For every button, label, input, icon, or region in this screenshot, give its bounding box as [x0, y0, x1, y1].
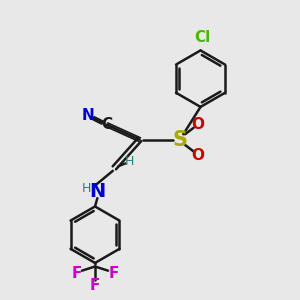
Text: F: F — [90, 278, 100, 293]
Text: H: H — [82, 182, 92, 194]
Text: H: H — [125, 155, 134, 168]
Text: O: O — [192, 148, 205, 163]
Text: C: C — [101, 117, 112, 132]
Text: F: F — [71, 266, 82, 280]
Text: N: N — [82, 108, 94, 123]
Text: Cl: Cl — [194, 30, 210, 45]
Text: F: F — [108, 266, 118, 280]
Text: O: O — [192, 117, 205, 132]
Text: S: S — [172, 130, 187, 150]
Text: N: N — [89, 182, 106, 201]
